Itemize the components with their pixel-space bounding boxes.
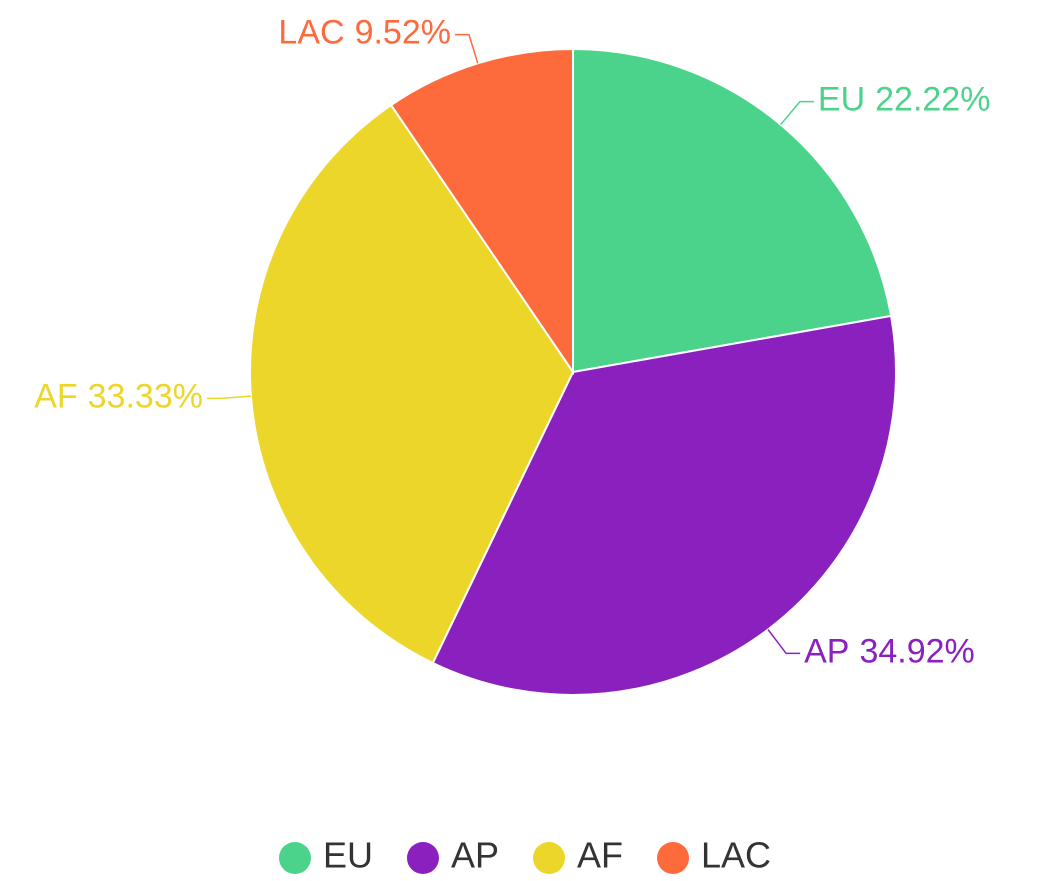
legend-label: EU	[323, 835, 373, 876]
leader-line	[454, 33, 479, 64]
legend-swatch	[278, 842, 311, 874]
slice-value: 33.33%	[88, 377, 203, 415]
pie-slice	[572, 47, 893, 374]
slice-value: 34.92%	[859, 632, 974, 670]
legend-swatch	[533, 842, 565, 874]
slice-label: AP 34.92%	[804, 632, 975, 670]
slice-category: AP	[804, 632, 849, 670]
legend-label: AP	[451, 835, 499, 876]
legend-label: AF	[577, 835, 623, 876]
legend-swatch	[657, 842, 690, 874]
slice-category: LAC	[278, 14, 344, 52]
slice-category: AF	[34, 377, 77, 415]
leader-line	[780, 100, 814, 126]
legend-swatch	[406, 842, 439, 874]
slice-value: 9.52%	[355, 14, 451, 52]
pie-slice	[389, 47, 574, 376]
slice-value: 22.22%	[875, 81, 990, 119]
slice-label: LAC 9.52%	[278, 14, 451, 52]
slice-label: EU 22.22%	[818, 81, 991, 119]
leader-line	[206, 395, 251, 400]
legend: EU AP AF LAC	[278, 835, 771, 876]
slice-label: AF 33.33%	[34, 377, 203, 415]
leader-line	[767, 629, 801, 655]
legend-label: LAC	[701, 835, 771, 876]
slice-category: EU	[818, 81, 865, 119]
